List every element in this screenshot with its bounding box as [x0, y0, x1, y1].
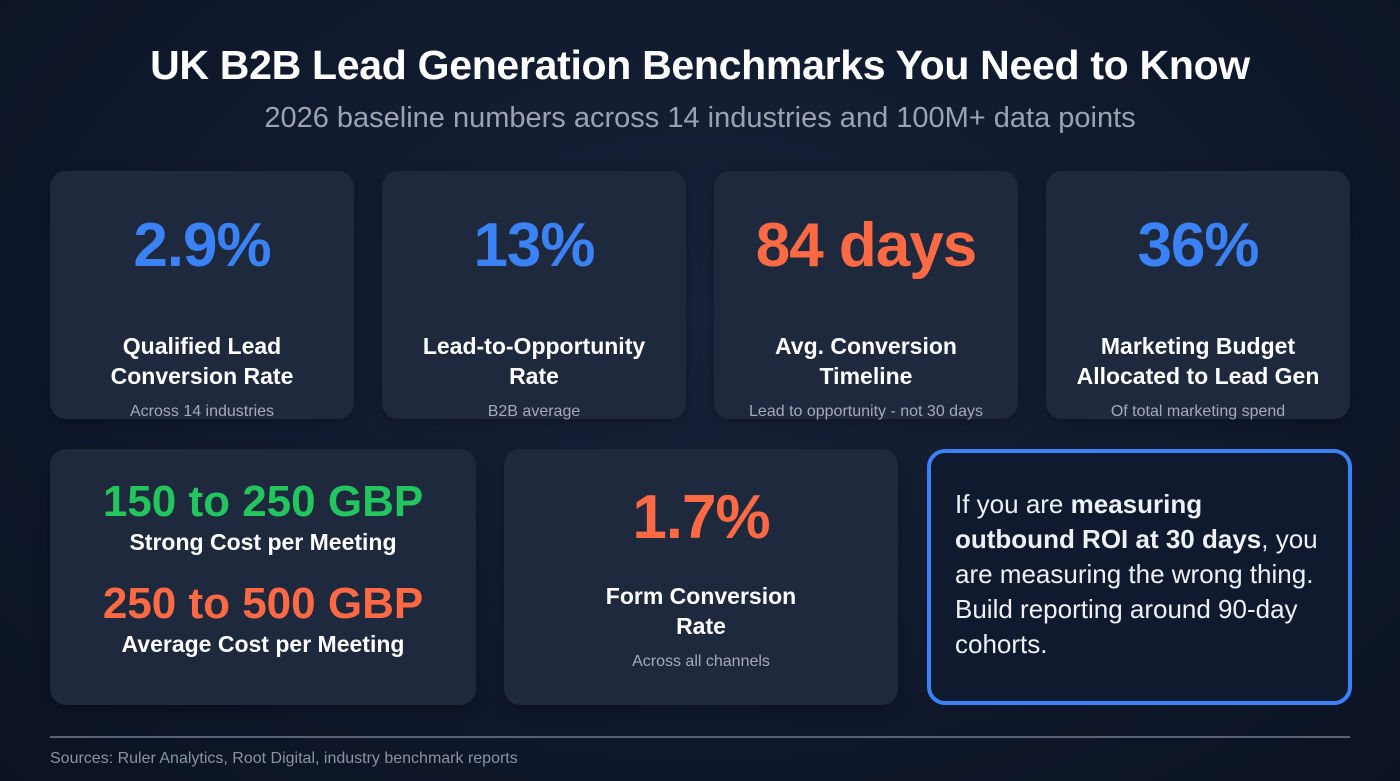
stat-note: Across all channels [632, 653, 770, 670]
page-title: UK B2B Lead Generation Benchmarks You Ne… [150, 42, 1250, 88]
stat-label: Qualified Lead Conversion Rate [110, 333, 294, 389]
stat-label: Marketing Budget Allocated to Lead Gen [1076, 333, 1320, 389]
stat-label: Form Conversion Rate [605, 583, 797, 639]
callout-box: If you are measuring outbound ROI at 30 … [927, 449, 1352, 705]
stat-value: 1.7% [632, 483, 770, 552]
divider [50, 736, 1350, 738]
strong-cost-value: 150 to 250 GBP [102, 477, 424, 526]
average-cost-value: 250 to 500 GBP [102, 579, 424, 628]
stat-note: B2B average [487, 403, 581, 420]
stat-value: 2.9% [133, 211, 271, 280]
stat-card-conversion-timeline: 84 days Avg. Conversion Timeline Lead to … [714, 171, 1018, 420]
stat-note: Across 14 industries [129, 403, 275, 420]
stat-value: 36% [1137, 211, 1259, 280]
sources-note: Sources: Ruler Analytics, Root Digital, … [50, 750, 518, 767]
cost-per-meeting-card: 150 to 250 GBP Strong Cost per Meeting 2… [50, 449, 476, 705]
stat-card-qualified-lead: 2.9% Qualified Lead Conversion Rate Acros… [50, 171, 354, 420]
stat-card-lead-to-opportunity: 13% Lead-to-Opportunity Rate B2B average [382, 171, 686, 420]
form-conversion-card: 1.7% Form Conversion Rate Across all chan… [504, 449, 898, 705]
page-subtitle: 2026 baseline numbers across 14 industri… [264, 102, 1136, 134]
stat-label: Avg. Conversion Timeline [775, 333, 957, 389]
stat-card-marketing-budget: 36% Marketing Budget Allocated to Lead Ge… [1046, 171, 1350, 420]
callout-emphasis: measuring outbound ROI at 30 days [955, 489, 1262, 554]
stat-note: Lead to opportunity - not 30 days [749, 403, 983, 420]
strong-cost-label: Strong Cost per Meeting [129, 529, 397, 555]
stat-label: Lead-to-Opportunity Rate [422, 333, 646, 389]
stat-value: 84 days [755, 211, 978, 280]
average-cost-label: Average Cost per Meeting [121, 631, 405, 657]
stat-value: 13% [473, 211, 595, 280]
stat-note: Of total marketing spend [1110, 403, 1286, 420]
